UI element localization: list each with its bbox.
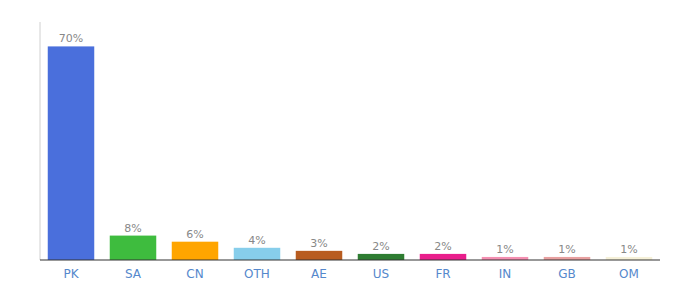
data-label: 3% — [310, 237, 327, 250]
bar — [234, 248, 281, 260]
data-label: 4% — [248, 234, 265, 247]
data-label: 6% — [186, 228, 203, 241]
data-label: 2% — [434, 240, 451, 253]
x-tick-label: IN — [499, 267, 512, 281]
data-label: 1% — [620, 243, 637, 256]
x-tick-label: PK — [63, 267, 79, 281]
data-label: 1% — [558, 243, 575, 256]
bar — [420, 254, 467, 260]
chart-container: 70% 8% 6% 4% 3% 2% 2% 1% 1% 1% PK SA CN OTH AE US FR IN GB… — [0, 0, 680, 300]
x-tick-label: FR — [435, 267, 450, 281]
bar — [110, 236, 157, 260]
bar — [172, 242, 219, 260]
x-tick-label: US — [373, 267, 389, 281]
bar — [296, 251, 343, 260]
chart: 70% 8% 6% 4% 3% 2% 2% 1% 1% 1% PK SA CN OTH AE US FR IN GB… — [0, 0, 680, 300]
y-axis-line — [40, 22, 41, 260]
x-tick-label: OM — [619, 267, 639, 281]
data-label: 8% — [124, 222, 141, 235]
x-tick-label: SA — [125, 267, 142, 281]
bars — [48, 46, 653, 260]
x-tick-label: AE — [311, 267, 327, 281]
x-tick-label: GB — [558, 267, 576, 281]
x-tick-label: OTH — [244, 267, 270, 281]
x-tick-label: CN — [186, 267, 203, 281]
bar — [358, 254, 405, 260]
x-axis-line — [40, 259, 660, 260]
bar — [48, 46, 95, 260]
data-label: 2% — [372, 240, 389, 253]
data-label: 70% — [59, 32, 83, 45]
data-label: 1% — [496, 243, 513, 256]
